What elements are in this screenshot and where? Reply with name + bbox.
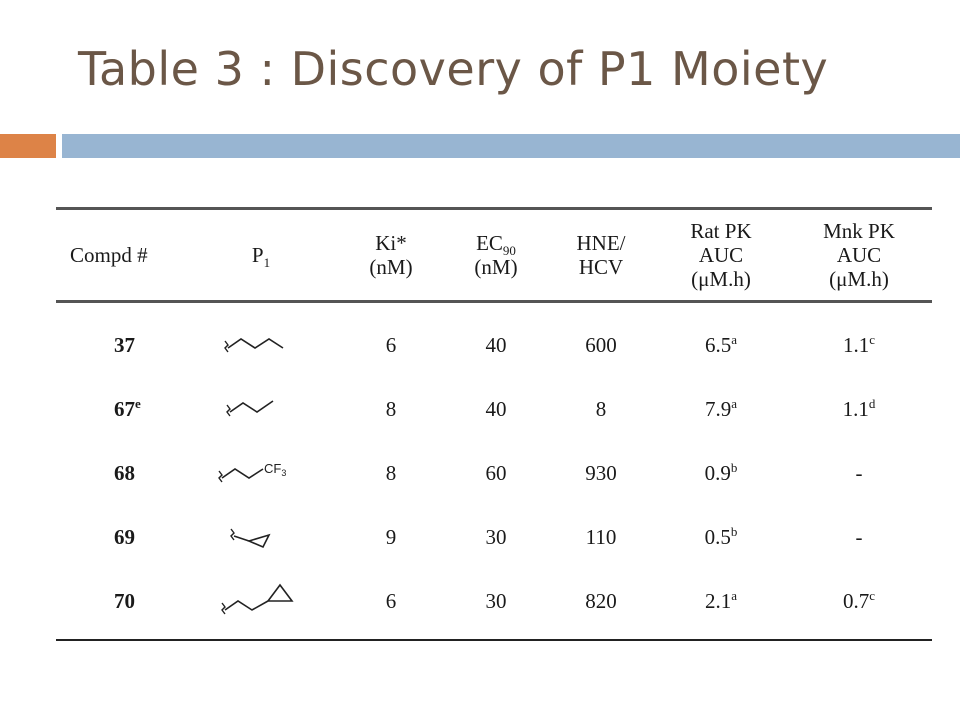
cell-p1: [186, 505, 336, 569]
table-row: 67e 8 40 8 7.9a 1.1d: [56, 377, 932, 441]
header-ec90: EC90 (nM): [446, 207, 546, 303]
cell-rat-pk: 6.5a: [704, 331, 738, 357]
cell-mnk-pk: -: [855, 460, 863, 485]
cell-hne-hcv: 600: [585, 332, 617, 357]
table-row: 70 6 30 820 2.1a 0.7c: [56, 569, 932, 641]
header-ki: Ki* (nM): [336, 207, 446, 303]
header-mnk-pk: Mnk PK AUC (μM.h): [786, 207, 932, 303]
cell-hne-hcv: 110: [585, 524, 617, 549]
cf3-label: CF3: [264, 461, 286, 478]
cell-compd: 67e: [114, 395, 141, 421]
cyclopropylmethyl-structure-icon: [230, 528, 271, 549]
cell-compd: 69: [114, 524, 135, 549]
cell-rat-pk: 2.1a: [656, 569, 786, 641]
accent-bar-blue: [62, 134, 960, 158]
cell-rat-pk: 0.9b: [704, 459, 738, 485]
cell-hne-hcv: 820: [546, 569, 656, 641]
header-compd: Compd #: [56, 207, 186, 303]
cell-rat-pk: 7.9a: [704, 395, 738, 421]
n-butyl-chain-structure-icon: [224, 338, 284, 353]
cell-ec90: 30: [485, 524, 507, 549]
cell-p1: [186, 377, 336, 441]
slide-title: Table 3 : Discovery of P1 Moiety: [78, 42, 829, 96]
table-header-row: Compd # P1 Ki* (nM) EC90 (nM) HNE/HCV Rat …: [56, 207, 932, 303]
header-rat-pk: Rat PK AUC (μM.h): [656, 207, 786, 303]
cyclopropylethyl-structure-icon: [221, 583, 294, 615]
cell-ki: 6: [385, 332, 397, 357]
cell-ec90: 40: [485, 396, 507, 421]
data-table-container: Compd # P1 Ki* (nM) EC90 (nM) HNE/HCV Rat …: [56, 207, 932, 641]
table-row: 69 9 30 110 0.5b -: [56, 505, 932, 569]
cell-mnk-pk: -: [855, 524, 863, 549]
cell-mnk-pk: 1.1d: [842, 395, 876, 421]
header-p1: P1: [186, 207, 336, 303]
cell-rat-pk: 0.5b: [704, 523, 738, 549]
cell-mnk-pk: 0.7c: [786, 569, 932, 641]
cell-ki: 9: [385, 524, 397, 549]
cell-ki: 8: [385, 396, 397, 421]
cell-ki: 8: [385, 460, 397, 485]
cell-ec90: 60: [485, 460, 507, 485]
table-row: 37 6 40 600 6.5a 1.1c: [56, 302, 932, 378]
cell-ec90: 30: [446, 569, 546, 641]
cell-p1: [186, 569, 336, 641]
trifluoropropyl-structure-icon: CF3: [218, 461, 286, 483]
data-table: Compd # P1 Ki* (nM) EC90 (nM) HNE/HCV Rat …: [56, 207, 932, 641]
cell-compd: 37: [114, 332, 135, 357]
n-propyl-chain-structure-icon: [226, 400, 274, 417]
cell-mnk-pk: 1.1c: [842, 331, 876, 357]
cell-hne-hcv: 930: [585, 460, 617, 485]
cell-p1: CF3: [186, 441, 336, 505]
cell-hne-hcv: 8: [595, 396, 607, 421]
cell-compd: 70: [56, 569, 186, 641]
cell-ki: 6: [336, 569, 446, 641]
accent-bar-orange: [0, 134, 56, 158]
cell-p1: [186, 302, 336, 378]
table-row: 68 CF3 8 60 930 0.9b -: [56, 441, 932, 505]
cell-compd: 68: [114, 460, 135, 485]
header-hne-hcv: HNE/HCV: [546, 207, 656, 303]
cell-ec90: 40: [485, 332, 507, 357]
